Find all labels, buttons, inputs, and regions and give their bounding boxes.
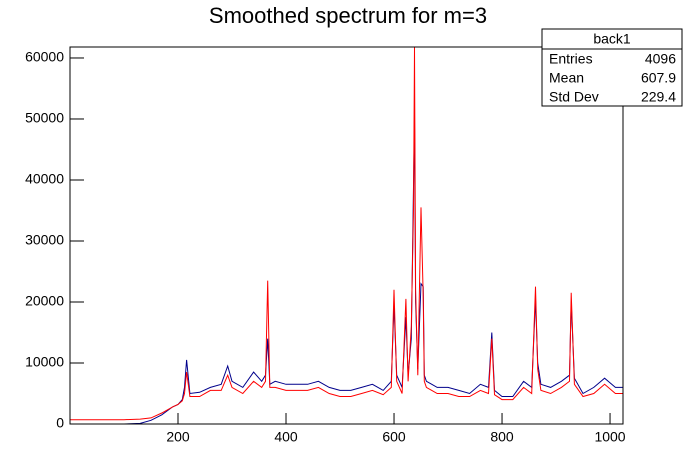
x-tick-label: 600 — [382, 429, 406, 445]
series-line — [70, 46, 623, 421]
x-tick-label: 200 — [166, 429, 190, 445]
x-tick-label: 1000 — [594, 429, 625, 445]
stats-label: Entries — [549, 51, 593, 67]
y-tick-label: 30000 — [25, 232, 64, 248]
plot-frame — [69, 46, 624, 425]
x-tick-label: 800 — [490, 429, 514, 445]
stats-label: Std Dev — [549, 89, 599, 105]
y-tick-label: 60000 — [25, 49, 64, 65]
chart-title: Smoothed spectrum for m=3 — [209, 3, 487, 28]
stats-value: 229.4 — [641, 89, 676, 105]
stats-title: back1 — [593, 31, 631, 47]
stats-label: Mean — [549, 70, 584, 86]
y-tick-label: 0 — [56, 415, 64, 431]
y-tick-label: 40000 — [25, 171, 64, 187]
y-tick-label: 10000 — [25, 354, 64, 370]
plot-area: 0 10000 20000 30000 40000 50000 60000 200 400 600… — [25, 46, 626, 445]
y-tick-label: 20000 — [25, 293, 64, 309]
x-tick-label: 400 — [274, 429, 298, 445]
stats-value: 607.9 — [641, 70, 676, 86]
stats-box: back1 Entries 4096 Mean 607.9 Std Dev 229.4 — [541, 28, 683, 107]
stats-value: 4096 — [645, 51, 676, 67]
y-tick-label: 50000 — [25, 110, 64, 126]
stats-frame — [541, 28, 683, 107]
